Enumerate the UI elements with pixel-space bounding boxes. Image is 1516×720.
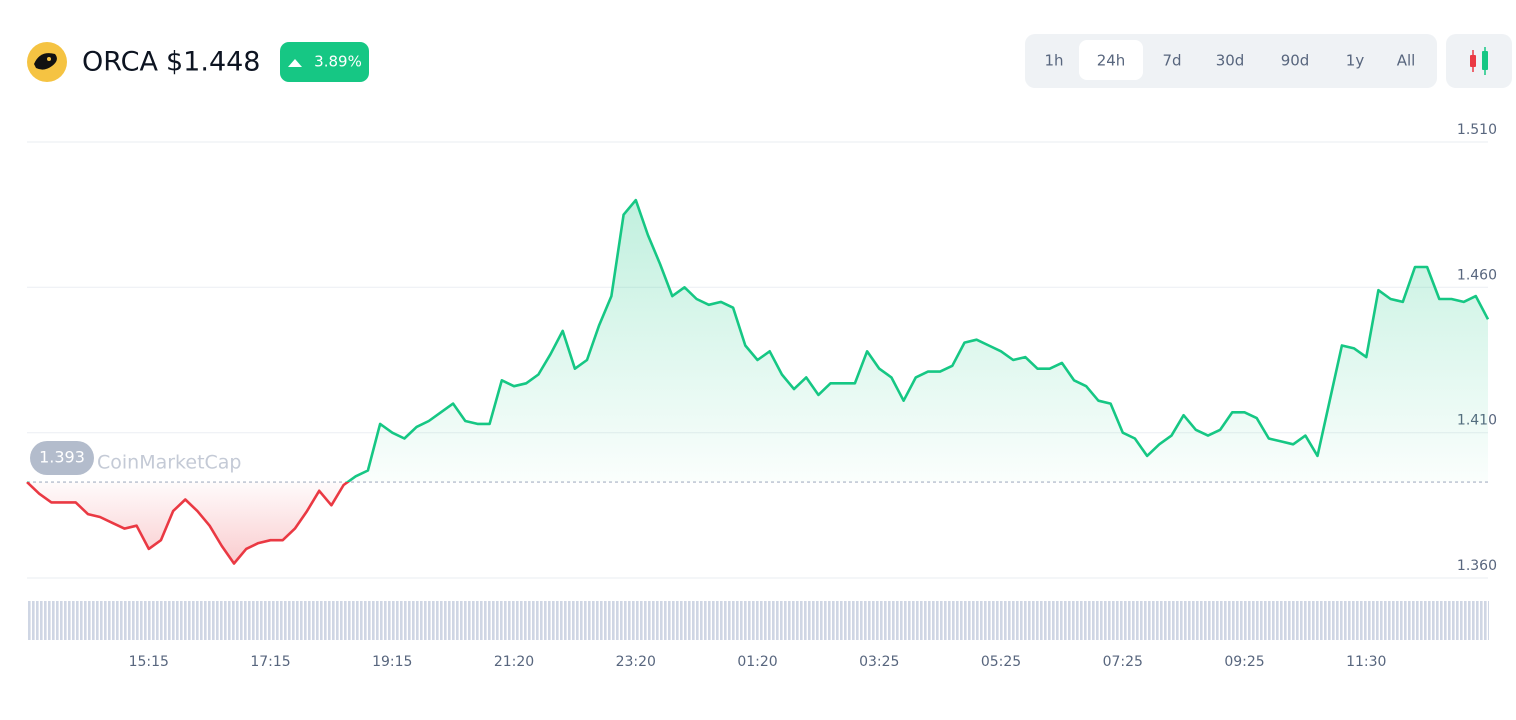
range-button-active[interactable] — [1079, 40, 1143, 80]
range-button[interactable]: 1h — [1044, 52, 1063, 70]
x-tick-label: 15:15 — [129, 654, 169, 670]
up-arrow — [288, 59, 302, 67]
y-tick-label: 1.460 — [1457, 267, 1497, 283]
volume-strip — [27, 601, 1489, 640]
x-tick-label: 03:25 — [859, 654, 899, 670]
y-tick-label: 1.510 — [1457, 122, 1497, 138]
change-value: 3.89% — [314, 53, 362, 71]
x-tick-label: 17:15 — [250, 654, 290, 670]
range-button[interactable]: 90d — [1281, 52, 1310, 70]
change-badge — [280, 42, 369, 82]
coin-symbol: ORCA — [82, 47, 159, 78]
baseline-label: 1.393 — [39, 448, 85, 467]
x-tick-label: 19:15 — [372, 654, 412, 670]
x-tick-label: 01:20 — [737, 654, 777, 670]
range-button[interactable]: All — [1397, 52, 1416, 70]
x-tick-label: 11:30 — [1346, 654, 1386, 670]
candle-icon — [1470, 47, 1488, 75]
coin-price: $1.448 — [166, 47, 260, 78]
x-tick-label: 21:20 — [494, 654, 534, 670]
price-line — [26, 198, 1490, 565]
watermark: CoinMarketCap — [97, 452, 242, 474]
x-tick-label: 23:20 — [616, 654, 656, 670]
coin-logo — [27, 42, 67, 82]
price-area — [27, 200, 1488, 564]
x-tick-label: 05:25 — [981, 654, 1021, 670]
range-button[interactable]: 7d — [1162, 52, 1181, 70]
x-tick-label: 09:25 — [1224, 654, 1264, 670]
x-tick-label: 07:25 — [1103, 654, 1143, 670]
baseline-pill — [30, 441, 94, 475]
candle-toggle[interactable] — [1446, 34, 1512, 88]
range-button[interactable]: 30d — [1216, 52, 1245, 70]
y-tick-label: 1.360 — [1457, 558, 1497, 574]
range-button[interactable]: 24h — [1097, 52, 1126, 70]
range-button[interactable]: 1y — [1346, 52, 1365, 70]
